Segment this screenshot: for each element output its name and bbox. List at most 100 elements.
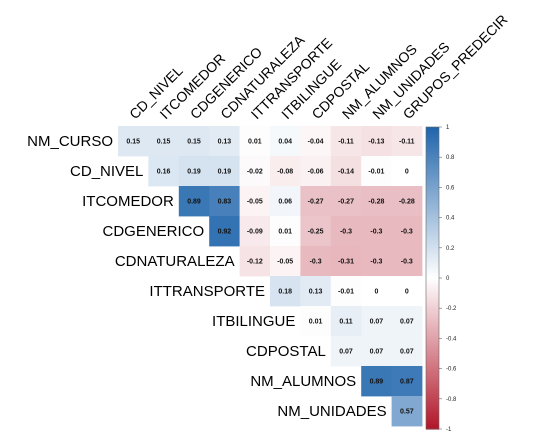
legend-gradient-band (426, 132, 439, 136)
heatmap-cell (330, 246, 362, 277)
heatmap-cell (330, 126, 362, 157)
legend-tick-label: 0.2 (446, 246, 455, 252)
legend-gradient-band (426, 373, 439, 377)
cell-value-label: 0.57 (400, 409, 414, 416)
legend-gradient-band (426, 416, 439, 420)
legend-gradient-band (426, 207, 439, 211)
legend-gradient-band (426, 396, 439, 400)
legend-gradient-band (426, 343, 439, 347)
cell-value-label: 0.92 (218, 229, 232, 236)
legend-gradient-band (426, 338, 439, 342)
heatmap-cell (300, 306, 332, 337)
legend-tick-label: -0.6 (446, 367, 457, 373)
legend-gradient-band (426, 169, 439, 173)
row-label: CDNATURALEZA (115, 253, 235, 270)
cell-value-label: -0.27 (338, 199, 354, 206)
legend-gradient-band (426, 144, 439, 148)
legend-gradient-band (426, 418, 439, 423)
legend-gradient-band (426, 358, 439, 362)
legend-gradient-band (426, 157, 439, 161)
heatmap-cell (361, 216, 392, 247)
heatmap-cell (300, 216, 332, 247)
heatmap-cell (361, 246, 392, 277)
cell-value-label: -0.05 (277, 259, 293, 266)
legend-gradient-band (426, 318, 439, 322)
legend-tick-label: 0 (446, 276, 450, 282)
cell-value-label: 0.15 (187, 139, 201, 146)
legend-gradient-band (426, 220, 439, 224)
legend-gradient-band (426, 363, 439, 367)
legend-gradient-band (426, 247, 439, 251)
legend-gradient-band (426, 225, 439, 229)
heatmap-cell (391, 276, 423, 307)
cell-value-label: 0 (405, 169, 409, 176)
legend-gradient-band (426, 303, 439, 307)
legend-gradient-band (426, 366, 439, 370)
heatmap-cell (300, 126, 332, 157)
legend-gradient-band (426, 187, 439, 191)
heatmap-cell (330, 216, 362, 247)
legend-gradient-band (426, 305, 439, 309)
legend-gradient-band (426, 283, 439, 287)
heatmap-cell (239, 156, 271, 187)
cell-value-label: 0.04 (278, 139, 292, 146)
legend-gradient-band (426, 262, 439, 267)
legend-gradient-band (426, 378, 439, 382)
legend-gradient-band (426, 280, 439, 284)
legend-gradient-band (426, 137, 439, 141)
cell-layer: 0.15 0.15 0.15 0.13 0.01 0.04 -0.04 -0.11 -0.13 -… (118, 126, 423, 427)
heatmap-cell (209, 126, 240, 157)
heatmap-cell (361, 366, 392, 397)
legend-gradient-band (426, 391, 439, 395)
heatmap-cell (391, 306, 423, 337)
column-label-layer: CD_NIVELITCOMEDORCDGENERICOCDNATURALEZAI… (126, 11, 510, 122)
heatmap-cell (178, 186, 210, 217)
heatmap-cell (361, 126, 392, 157)
legend-gradient-band (426, 361, 439, 365)
cell-value-label: 0.89 (370, 379, 384, 386)
cell-value-label: 0.01 (278, 229, 292, 236)
legend-gradient-band (426, 393, 439, 397)
legend-gradient-band (426, 179, 439, 183)
legend-gradient-band (426, 230, 439, 234)
heatmap-cell (270, 276, 301, 307)
legend-gradient-band (426, 177, 439, 181)
legend-gradient-band (426, 340, 439, 345)
legend-gradient-band (426, 215, 439, 219)
heatmap-cell (300, 156, 332, 187)
legend-gradient-band (426, 202, 439, 206)
heatmap-cell (361, 276, 392, 307)
legend-gradient-band (426, 162, 439, 166)
legend-gradient-band (426, 270, 439, 274)
heatmap-cell (209, 156, 240, 187)
cell-value-label: -0.06 (308, 169, 324, 176)
legend-gradient-band (426, 348, 439, 352)
legend-gradient-band (426, 323, 439, 327)
legend-gradient-band (426, 265, 439, 269)
cell-value-label: 0.01 (309, 319, 323, 326)
legend-tick-label: 1 (446, 125, 450, 131)
legend-gradient-band (426, 403, 439, 407)
legend-gradient-band (426, 242, 439, 246)
cell-value-label: 0.07 (400, 319, 414, 326)
heatmap-cell (361, 156, 392, 187)
legend-tick-label: -0.2 (446, 306, 457, 312)
legend-gradient-band (426, 189, 439, 194)
legend-gradient-band (426, 227, 439, 231)
legend-gradient-band (426, 237, 439, 241)
cell-value-label: -0.25 (308, 229, 324, 236)
cell-value-label: 0.07 (400, 349, 414, 356)
cell-value-label: 0.16 (157, 169, 171, 176)
cell-value-label: 0.18 (278, 289, 292, 296)
heatmap-cell (148, 126, 180, 157)
legend-gradient-band (426, 335, 439, 339)
legend-gradient-band (426, 212, 439, 216)
cell-value-label: -0.3 (310, 259, 322, 266)
legend-gradient-band (426, 235, 439, 239)
legend-gradient-band (426, 421, 439, 425)
legend-gradient-band (426, 182, 439, 186)
heatmap-cell (391, 396, 423, 427)
legend-gradient-band (426, 388, 439, 392)
